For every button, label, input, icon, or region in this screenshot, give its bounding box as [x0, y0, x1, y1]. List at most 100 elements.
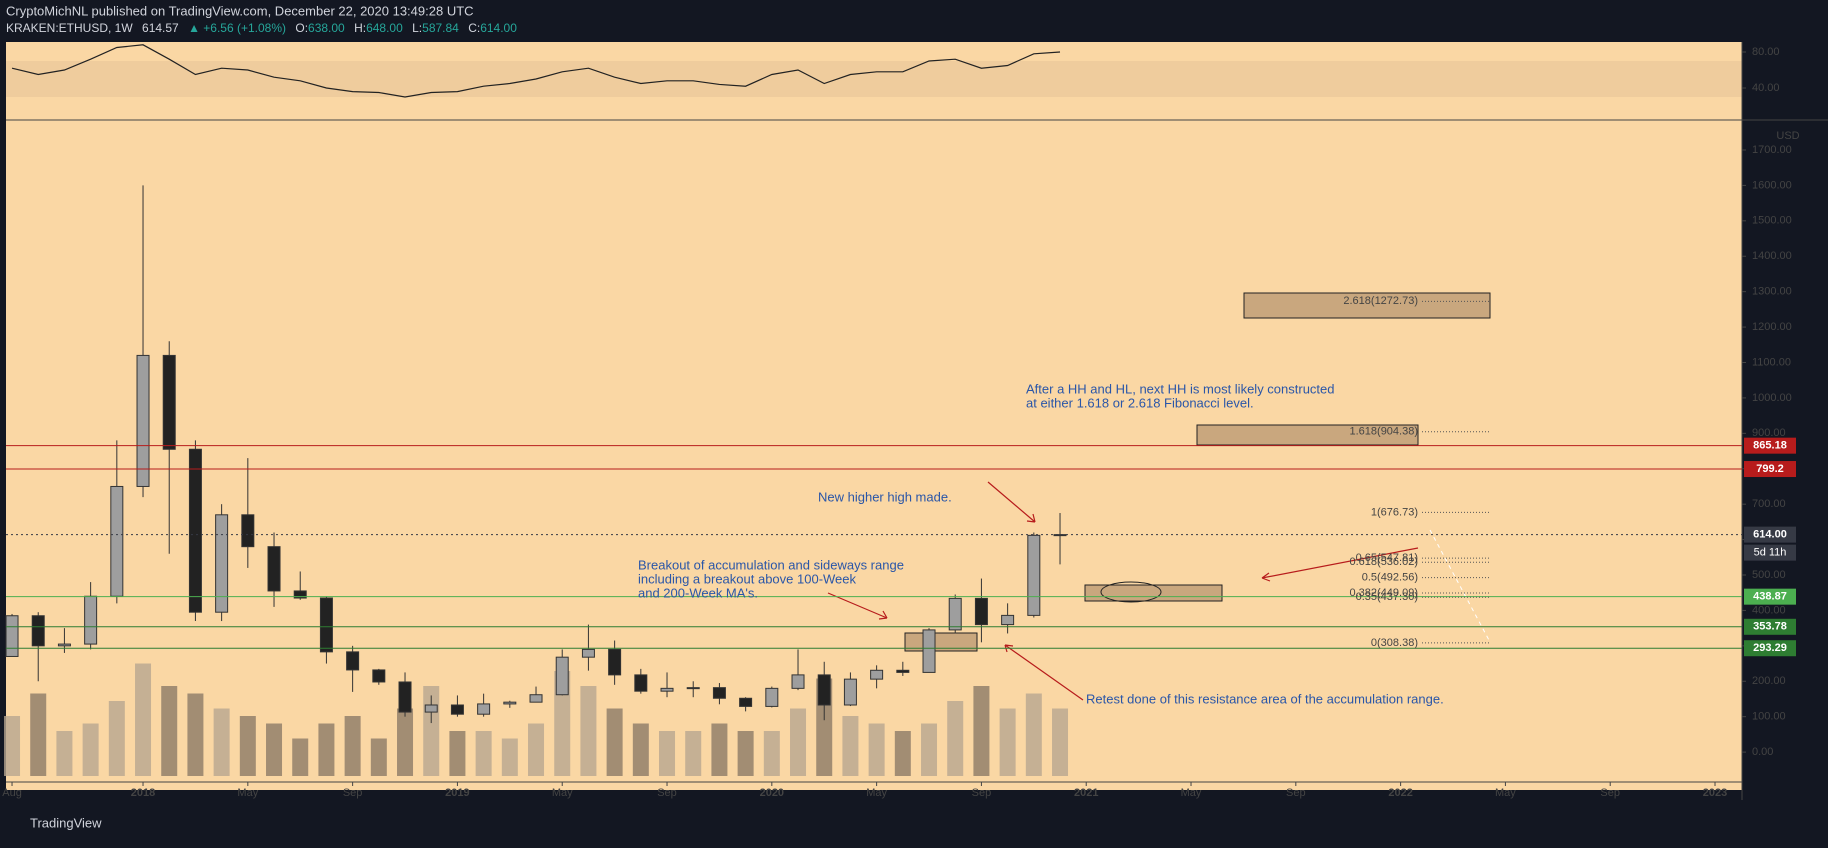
annotation: After a HH and HL, next HH is most likel… [1026, 381, 1335, 396]
y-tick-label: 500.00 [1752, 569, 1786, 581]
level-label: 799.2 [1756, 463, 1784, 475]
level-label: 614.00 [1753, 529, 1787, 541]
volume-bar [763, 731, 780, 776]
candle-body [84, 595, 98, 645]
volume-bar [318, 723, 335, 776]
fib-label: 0(308.38) [1371, 637, 1418, 649]
volume-bar [921, 723, 938, 776]
volume-bar [266, 723, 283, 776]
x-tick-label: 2019 [445, 787, 469, 799]
target-box [1196, 424, 1419, 446]
y-tick-label: 1000.00 [1752, 392, 1792, 404]
candle-body [686, 687, 700, 690]
candle-body [555, 656, 569, 696]
y-tick-label: 200.00 [1752, 675, 1786, 687]
volume-bar [135, 663, 152, 776]
o: 638.00 [308, 21, 345, 35]
x-tick-label: May [1495, 787, 1516, 799]
volume-bar [711, 723, 728, 776]
candle-body [5, 615, 19, 657]
rsi-band [6, 61, 1742, 97]
level-tag [1744, 618, 1796, 635]
countdown: 5d 11h [1754, 547, 1787, 559]
annotation: and 200-Week MA's. [638, 585, 758, 600]
fib-label: 1(676.73) [1371, 506, 1418, 518]
volume-bar [580, 686, 597, 776]
x-tick-label: 2021 [1074, 787, 1098, 799]
x-tick-label: Aug [2, 787, 22, 799]
fib-label: 1.618(904.38) [1350, 426, 1419, 438]
level-tag [1744, 437, 1796, 454]
arrows [827, 481, 1419, 701]
volume-bar [973, 686, 990, 776]
x-tick-label: 2020 [760, 787, 784, 799]
rsi-line [11, 44, 1061, 98]
x-tick-label: Sep [657, 787, 677, 799]
x-tick-label: May [1181, 787, 1202, 799]
y-tick-label: 0.00 [1752, 746, 1773, 758]
volume-bar [161, 686, 178, 776]
candle-body [712, 687, 726, 699]
volume-bar [397, 708, 414, 776]
y-tick-label: 700.00 [1752, 498, 1786, 510]
candle-body [372, 669, 386, 683]
x-tick-label: 2023 [1703, 787, 1727, 799]
candle-body [398, 681, 412, 713]
fib-label: 0.35(437.30) [1356, 591, 1418, 603]
candle-body [136, 354, 150, 487]
level-label: 293.29 [1753, 642, 1787, 654]
y-tick-label: 900.00 [1752, 427, 1786, 439]
rsi-tick-label: 40.00 [1752, 82, 1780, 94]
y-tick-label: 100.00 [1752, 711, 1786, 723]
annotation: Retest done of this resistance area of t… [1086, 691, 1444, 706]
volume-bar [82, 723, 99, 776]
volume-bar [292, 738, 309, 776]
candle-body [817, 674, 831, 706]
candle-body [215, 514, 229, 613]
candle-body [843, 678, 857, 706]
candle-body [346, 651, 360, 671]
annotation: including a breakout above 100-Week [638, 571, 857, 586]
projection [1429, 529, 1491, 643]
candle-body [660, 687, 674, 692]
annotation: New higher high made. [818, 489, 952, 504]
volume-bar [501, 738, 518, 776]
symbol: KRAKEN:ETHUSD, 1W [6, 21, 133, 35]
candle-body [739, 697, 753, 707]
fib-label: 0.618(536.02) [1350, 556, 1419, 568]
candle-body [765, 687, 779, 707]
level-tag [1744, 461, 1796, 478]
level-label: 438.87 [1753, 591, 1787, 603]
x-tick-label: Sep [1286, 787, 1306, 799]
volume-bar [4, 716, 21, 776]
plot-bg [6, 42, 1742, 790]
currency: USD [1776, 130, 1799, 142]
volume-bar [528, 723, 545, 776]
level-tag [1744, 640, 1796, 657]
l-label: L: [412, 21, 422, 35]
ellipse [1100, 581, 1162, 603]
x-tick-label: 2018 [131, 787, 155, 799]
candle-body [870, 669, 884, 680]
y-tick-label: 1200.00 [1752, 321, 1792, 333]
x-tick-label: May [866, 787, 887, 799]
y-tick-label: 1700.00 [1752, 144, 1792, 156]
fib-label: 0.382(449.09) [1350, 587, 1419, 599]
arrow [987, 481, 1036, 523]
volume-bar [187, 693, 204, 776]
l: 587.84 [422, 21, 459, 35]
y-tick-label: 400.00 [1752, 604, 1786, 616]
o-label: O: [295, 21, 308, 35]
candle-body [241, 514, 255, 548]
fib-label: 0.5(492.56) [1362, 572, 1418, 584]
x-tick-label: Sep [1600, 787, 1620, 799]
y-tick-label: 1300.00 [1752, 286, 1792, 298]
rsi-tick-label: 80.00 [1752, 46, 1780, 58]
y-tick-label: 1400.00 [1752, 250, 1792, 262]
volume-bar [108, 701, 125, 776]
candle-body [634, 674, 648, 692]
volume-bar [606, 708, 623, 776]
candle-body [31, 615, 45, 647]
x-tick-label: 2022 [1388, 787, 1412, 799]
level-tag [1744, 526, 1796, 543]
